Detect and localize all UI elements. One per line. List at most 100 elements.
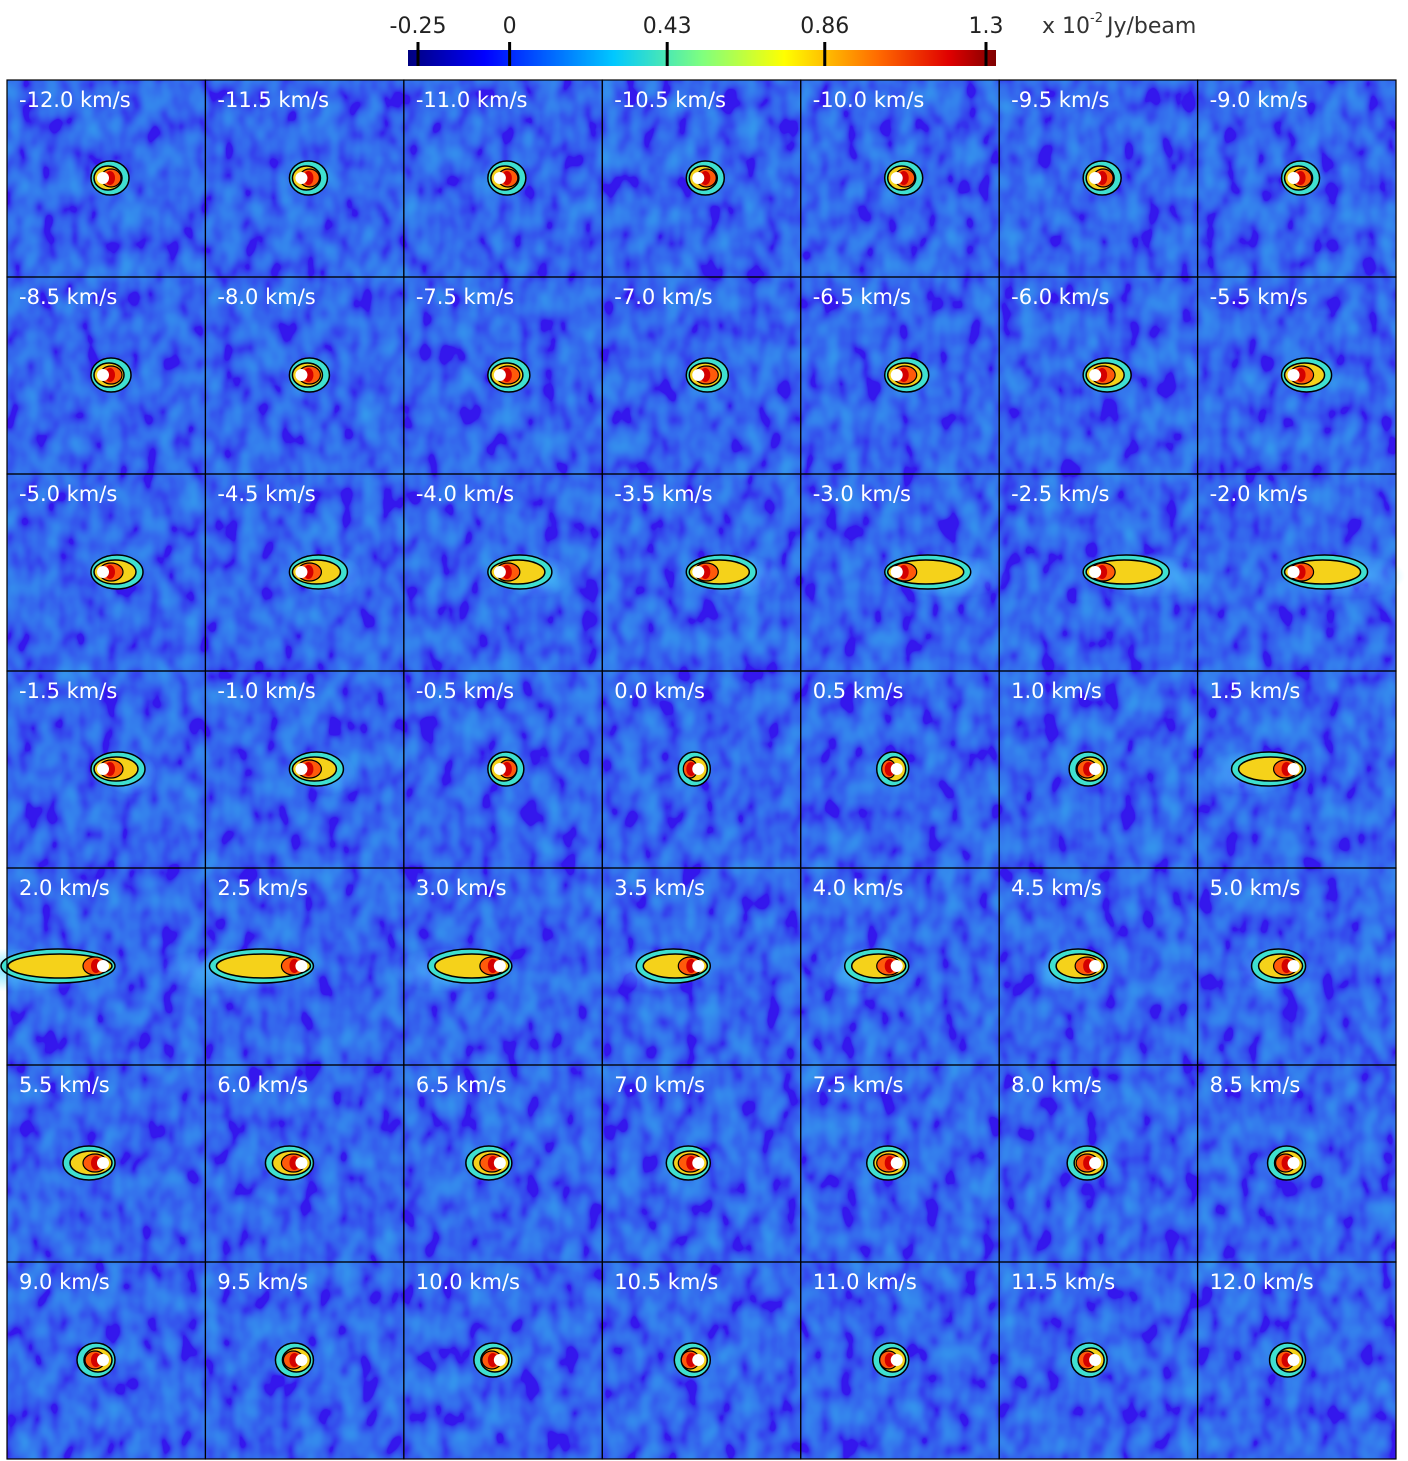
panel-label: 4.5 km/s	[1011, 876, 1102, 900]
star-position	[493, 369, 506, 381]
star-position	[493, 172, 506, 184]
panel-label: 6.5 km/s	[416, 1073, 507, 1097]
panel-label: 5.5 km/s	[19, 1073, 110, 1097]
star-position	[890, 566, 903, 578]
panel-label: 2.5 km/s	[217, 876, 308, 900]
panel-label: 9.0 km/s	[19, 1270, 110, 1294]
star-position	[890, 172, 903, 184]
star-position	[493, 1157, 506, 1169]
panel-label: -0.5 km/s	[416, 679, 514, 703]
star-position	[692, 1157, 705, 1169]
star-position	[97, 763, 109, 775]
star-position	[295, 960, 308, 972]
star-position	[97, 1157, 109, 1169]
panel-label: -2.0 km/s	[1210, 482, 1308, 506]
star-position	[493, 566, 506, 578]
star-position	[692, 566, 705, 578]
star-position	[97, 1354, 109, 1366]
panel-label: -12.0 km/s	[19, 88, 131, 112]
panel-label: 5.0 km/s	[1210, 876, 1301, 900]
star-position	[1089, 1157, 1102, 1169]
panel-label: -4.5 km/s	[217, 482, 315, 506]
panel-label: 1.0 km/s	[1011, 679, 1102, 703]
panel-label: -10.0 km/s	[813, 88, 925, 112]
panel-label: -5.0 km/s	[19, 482, 117, 506]
colorbar	[408, 50, 996, 66]
star-position	[493, 1354, 506, 1366]
star-position	[1287, 369, 1300, 381]
star-position	[692, 960, 705, 972]
panel-label: -1.5 km/s	[19, 679, 117, 703]
star-position	[295, 566, 308, 578]
star-position	[97, 172, 109, 184]
star-position	[295, 369, 308, 381]
star-position	[1089, 172, 1102, 184]
star-position	[1089, 763, 1102, 775]
panel-label: -3.0 km/s	[813, 482, 911, 506]
star-position	[493, 960, 506, 972]
panel-label: 11.5 km/s	[1011, 1270, 1115, 1294]
star-position	[97, 369, 109, 381]
panel-border	[1196, 1261, 1397, 1460]
panel-label: -8.5 km/s	[19, 285, 117, 309]
panel-label: 8.5 km/s	[1210, 1073, 1301, 1097]
panel-label: 1.5 km/s	[1210, 679, 1301, 703]
panel-label: -3.5 km/s	[614, 482, 712, 506]
star-position	[890, 960, 903, 972]
panel-label: 2.0 km/s	[19, 876, 110, 900]
star-position	[1089, 369, 1102, 381]
star-position	[890, 763, 903, 775]
panel-label: 8.0 km/s	[1011, 1073, 1102, 1097]
panel-label: 10.5 km/s	[614, 1270, 718, 1294]
star-position	[890, 1157, 903, 1169]
star-position	[295, 1157, 308, 1169]
panel-label: -9.5 km/s	[1011, 88, 1109, 112]
panel-label: 9.5 km/s	[217, 1270, 308, 1294]
colorbar-tick-label: -0.25	[390, 14, 447, 39]
panel-label: 10.0 km/s	[416, 1270, 520, 1294]
star-position	[692, 763, 705, 775]
unit-prefix: x 10	[1042, 14, 1090, 39]
colorbar-tick-label: 0.43	[643, 14, 692, 39]
panel-label: 7.0 km/s	[614, 1073, 705, 1097]
unit-text: Jy/beam	[1105, 14, 1196, 39]
panel-label: -11.0 km/s	[416, 88, 528, 112]
panel-label: -6.0 km/s	[1011, 285, 1109, 309]
star-position	[295, 172, 308, 184]
panel-label: 3.0 km/s	[416, 876, 507, 900]
colorbar-tick-label: 0.86	[800, 14, 849, 39]
colorbar-tick-label: 1.3	[969, 14, 1004, 39]
panel-label: -9.0 km/s	[1210, 88, 1308, 112]
panel-label: -4.0 km/s	[416, 482, 514, 506]
star-position	[1287, 566, 1300, 578]
star-position	[295, 1354, 308, 1366]
star-position	[692, 1354, 705, 1366]
panel-label: -6.5 km/s	[813, 285, 911, 309]
star-position	[1287, 1354, 1300, 1366]
panel-label: 0.5 km/s	[813, 679, 904, 703]
colorbar-tick-label: 0	[503, 14, 517, 39]
star-position	[493, 763, 506, 775]
star-position	[1287, 172, 1300, 184]
panel-label: -5.5 km/s	[1210, 285, 1308, 309]
star-position	[692, 172, 705, 184]
star-position	[890, 369, 903, 381]
star-position	[1089, 566, 1102, 578]
panel-label: 6.0 km/s	[217, 1073, 308, 1097]
panel-label: 4.0 km/s	[813, 876, 904, 900]
star-position	[97, 566, 109, 578]
star-position	[1287, 1157, 1300, 1169]
star-position	[692, 369, 705, 381]
star-position	[1089, 960, 1102, 972]
unit-exponent: -2	[1090, 11, 1103, 26]
panel-label: 7.5 km/s	[813, 1073, 904, 1097]
star-position	[295, 763, 308, 775]
panel-label: -7.0 km/s	[614, 285, 712, 309]
panels: -12.0 km/s -11.5 km/s -11.0 km/s -10.5 km/s…	[0, 79, 1406, 1460]
panel-label: 12.0 km/s	[1210, 1270, 1314, 1294]
star-position	[97, 960, 109, 972]
panel-label: -2.5 km/s	[1011, 482, 1109, 506]
star-position	[1089, 1354, 1102, 1366]
panel-label: -10.5 km/s	[614, 88, 726, 112]
